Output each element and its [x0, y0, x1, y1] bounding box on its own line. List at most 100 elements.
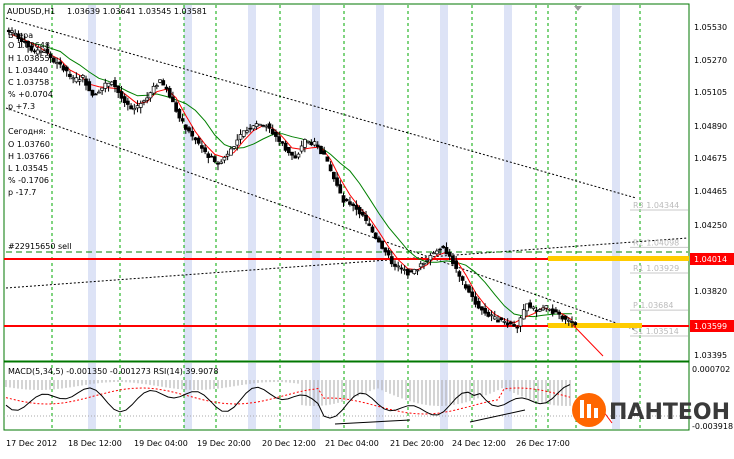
candle-body	[42, 50, 47, 53]
info-today-line: % -0.1706	[8, 176, 49, 185]
candle-body	[106, 82, 111, 87]
candle-body	[103, 82, 108, 89]
candle-body	[113, 80, 117, 88]
candle-body	[87, 81, 92, 92]
candle-body	[518, 317, 523, 327]
candle-body	[286, 146, 291, 154]
candle-body	[29, 45, 34, 51]
candle-body	[68, 73, 72, 78]
candle-body	[58, 61, 63, 65]
candle-body	[193, 137, 198, 141]
time-tick: 24 Dec 12:00	[452, 439, 506, 448]
candle-body	[51, 57, 56, 63]
candle-body	[270, 128, 275, 135]
candle-body	[196, 137, 201, 144]
candle-body	[161, 80, 166, 86]
pivot-label: S1 1.03514	[633, 327, 679, 336]
candle-body	[122, 96, 127, 104]
candle-body	[235, 139, 240, 146]
candle-body	[26, 41, 30, 48]
price-tick: 1.04890	[694, 122, 727, 131]
logo-mark	[580, 400, 584, 418]
candle-body	[174, 102, 178, 112]
candle-body	[412, 269, 417, 274]
candle-body	[261, 124, 265, 127]
candle-body	[245, 130, 249, 133]
candle-body	[357, 207, 362, 215]
info-today-title: Сегодня:	[8, 127, 46, 136]
candle-body	[177, 109, 182, 119]
candle-body	[132, 108, 137, 111]
session-band	[248, 5, 256, 360]
candle-body	[348, 201, 352, 205]
projection-arrow	[572, 324, 604, 357]
candle-body	[151, 85, 156, 94]
candle-body	[489, 314, 494, 317]
price-box-bottom-label: 1.03599	[694, 322, 727, 331]
candle-body	[84, 78, 88, 86]
time-tick: 26 Dec 17:00	[516, 439, 570, 448]
candle-body	[209, 155, 214, 158]
candle-body	[200, 145, 204, 149]
info-week-line: % +0.0704	[8, 90, 53, 99]
candle-body	[560, 315, 565, 320]
session-band	[504, 5, 512, 360]
candle-body	[544, 305, 549, 309]
candle-body	[386, 250, 391, 256]
candle-body	[566, 319, 571, 322]
candle-body	[328, 164, 333, 172]
candle-body	[415, 269, 420, 272]
candle-body	[254, 123, 259, 127]
ohlc-label: 1.03639 1.03641 1.03545 1.03581	[67, 7, 207, 16]
candle-body	[203, 147, 207, 153]
candle-body	[264, 125, 269, 128]
candle-body	[473, 296, 478, 305]
candle-body	[219, 161, 224, 164]
session-band	[312, 363, 320, 429]
candle-body	[319, 145, 323, 155]
candle-body	[335, 177, 339, 186]
info-week-title: Вчера	[8, 31, 33, 40]
candle-body	[422, 262, 426, 265]
candle-body	[100, 87, 104, 91]
logo-mark	[594, 408, 598, 418]
trend-channel	[5, 17, 689, 331]
candle-body	[16, 33, 21, 39]
info-week-line: H 1.03855	[8, 54, 50, 63]
candle-body	[45, 48, 50, 54]
candle-body	[554, 309, 558, 313]
candle-body	[344, 199, 349, 202]
logo-mark	[587, 404, 591, 418]
candle-body	[550, 308, 555, 314]
info-today-line: L 1.03545	[8, 164, 48, 173]
candle-body	[364, 214, 368, 221]
candle-body	[145, 97, 150, 101]
indicator-plot-border	[3, 361, 690, 431]
candle-body	[428, 255, 433, 261]
candle-body	[380, 240, 384, 249]
macd-histogram	[5, 380, 571, 406]
candle-body	[290, 151, 294, 156]
info-week-line: p +7.3	[8, 102, 35, 111]
candle-body	[367, 223, 372, 226]
candle-body	[525, 303, 529, 312]
candle-body	[148, 92, 153, 99]
candle-body	[277, 136, 281, 142]
candle-body	[74, 77, 79, 83]
candle-body	[528, 302, 533, 308]
pivot-levels: R3 1.04344 R2 1.04098 R1 1.03929 P 1.03684 S…	[630, 201, 688, 337]
candle-body	[557, 311, 561, 315]
session-band	[612, 363, 620, 429]
candle-body	[55, 62, 59, 65]
candle-body	[283, 142, 288, 151]
candle-body	[383, 247, 388, 253]
candle-body	[325, 156, 330, 162]
level-bottom-highlight	[548, 323, 642, 328]
candle-body	[225, 153, 230, 157]
candle-body	[521, 309, 526, 320]
candle-body	[534, 309, 539, 312]
window-menu-icon[interactable]	[574, 6, 582, 11]
price-tick: 1.04465	[694, 187, 727, 196]
candle-body	[97, 91, 101, 94]
